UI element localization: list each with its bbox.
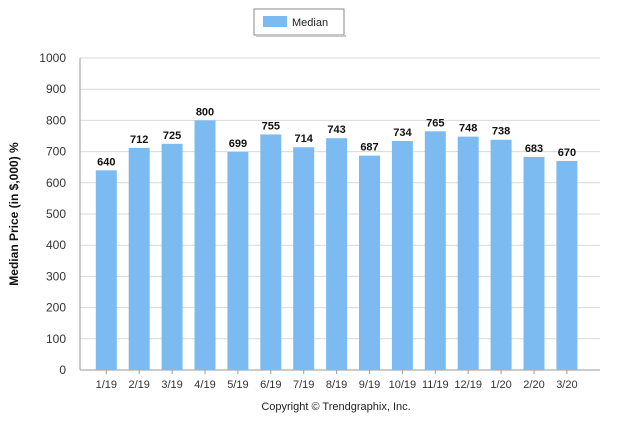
x-tick-label: 8/19 [326, 379, 347, 391]
y-axis-title: Median Price (in $,000) % [7, 142, 21, 286]
data-label: 683 [525, 143, 543, 155]
legend-label: Median [292, 17, 328, 29]
data-labels: 640 712 725 800 699 755 714 743 687 734 765 748 738 6… [97, 106, 576, 168]
x-tick-label: 5/19 [227, 379, 248, 391]
y-tick-label: 600 [46, 176, 66, 190]
bar-2/19 [128, 147, 150, 370]
x-tick-label: 11/19 [422, 379, 449, 391]
data-label: 738 [492, 126, 510, 138]
y-tick-label: 0 [59, 363, 66, 377]
y-tick-label: 900 [46, 82, 66, 96]
bar-5/19 [227, 151, 249, 370]
bar-2/20 [523, 156, 545, 370]
x-tick-label: 3/20 [556, 379, 577, 391]
legend-swatch [263, 16, 287, 27]
x-tick-label: 1/20 [490, 379, 511, 391]
y-tick-label: 200 [46, 301, 66, 315]
bar-8/19 [326, 138, 348, 370]
bar-7/19 [293, 147, 315, 370]
x-tick-label: 4/19 [194, 379, 215, 391]
y-tick-label: 400 [46, 238, 66, 252]
data-label: 670 [558, 147, 576, 159]
data-label: 755 [262, 120, 280, 132]
data-label: 712 [130, 134, 148, 146]
data-label: 748 [459, 123, 477, 135]
bars [95, 120, 578, 371]
data-label: 699 [229, 138, 247, 150]
data-label: 743 [327, 124, 345, 136]
bar-4/19 [194, 120, 216, 371]
y-tick-label: 800 [46, 113, 66, 127]
y-tick-label: 100 [46, 332, 66, 346]
bar-3/19 [161, 143, 183, 370]
bar-10/19 [391, 140, 413, 370]
bar-9/19 [359, 155, 380, 370]
bar-1/19 [95, 170, 117, 370]
x-tick-label: 6/19 [260, 379, 281, 391]
bar-12/19 [457, 136, 479, 370]
data-label: 714 [295, 133, 314, 145]
x-tick-label: 2/19 [128, 379, 149, 391]
x-tick-label: 12/19 [454, 379, 482, 391]
bar-11/19 [424, 131, 446, 370]
bar-1/20 [490, 139, 512, 370]
bar-3/20 [556, 160, 578, 370]
x-tick-label: 1/19 [96, 379, 117, 391]
y-tick-label: 500 [46, 207, 66, 221]
y-tick-labels: 0 100 200 300 400 500 600 700 800 900 1000 [39, 51, 66, 377]
data-label: 800 [196, 106, 214, 118]
legend: Median [253, 8, 346, 37]
x-tick-label: 3/19 [161, 379, 182, 391]
data-label: 725 [163, 130, 181, 142]
x-tick-label: 7/19 [293, 379, 314, 391]
data-label: 640 [97, 156, 115, 168]
y-tick-label: 1000 [39, 51, 66, 65]
x-tick-label: 10/19 [389, 379, 417, 391]
x-tick-labels: 1/19 2/19 3/19 4/19 5/19 6/19 7/19 8/19 9/19 10/1… [96, 370, 578, 391]
data-label: 687 [360, 142, 378, 154]
x-tick-label: 2/20 [523, 379, 544, 391]
y-tick-label: 300 [46, 269, 66, 283]
y-tick-label: 700 [46, 145, 66, 159]
copyright-text: Copyright © Trendgraphix, Inc. [261, 401, 410, 413]
x-tick-label: 9/19 [359, 379, 380, 391]
bar-6/19 [260, 134, 282, 370]
data-label: 765 [426, 117, 444, 129]
data-label: 734 [393, 127, 412, 139]
legend-shadow [256, 35, 346, 37]
